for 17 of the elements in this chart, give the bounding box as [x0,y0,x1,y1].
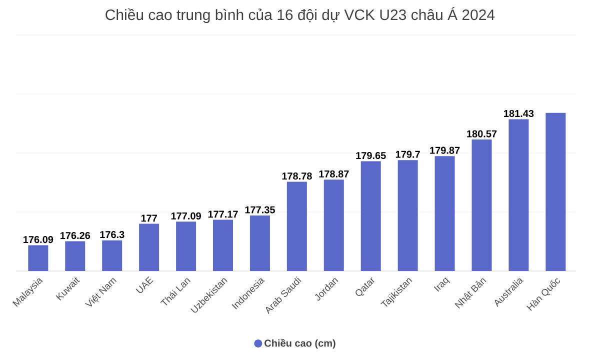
x-tick-label: Iraq [434,277,450,292]
data-label: 179.65 [356,152,386,160]
data-label: 179.7 [396,150,420,158]
data-label: 180.57 [467,130,497,138]
data-label: 177.17 [208,210,238,218]
chart-title: Chiều cao trung bình của 16 đội dự VCK U23 châu Á 2024 [106,6,495,24]
data-label: 178.87 [319,170,349,178]
data-label: 176.26 [60,232,90,240]
data-label: 181.43 [504,110,534,118]
data-label: 176.09 [24,236,54,244]
legend-label: Chiều cao (cm) [264,338,336,349]
data-label: 177.35 [245,206,275,214]
data-label: 176.3 [100,231,124,238]
data-label: 178.78 [282,172,312,180]
data-label: 179.87 [430,146,460,154]
data-label: 177.09 [171,212,201,220]
data-label: 177 [141,214,157,222]
